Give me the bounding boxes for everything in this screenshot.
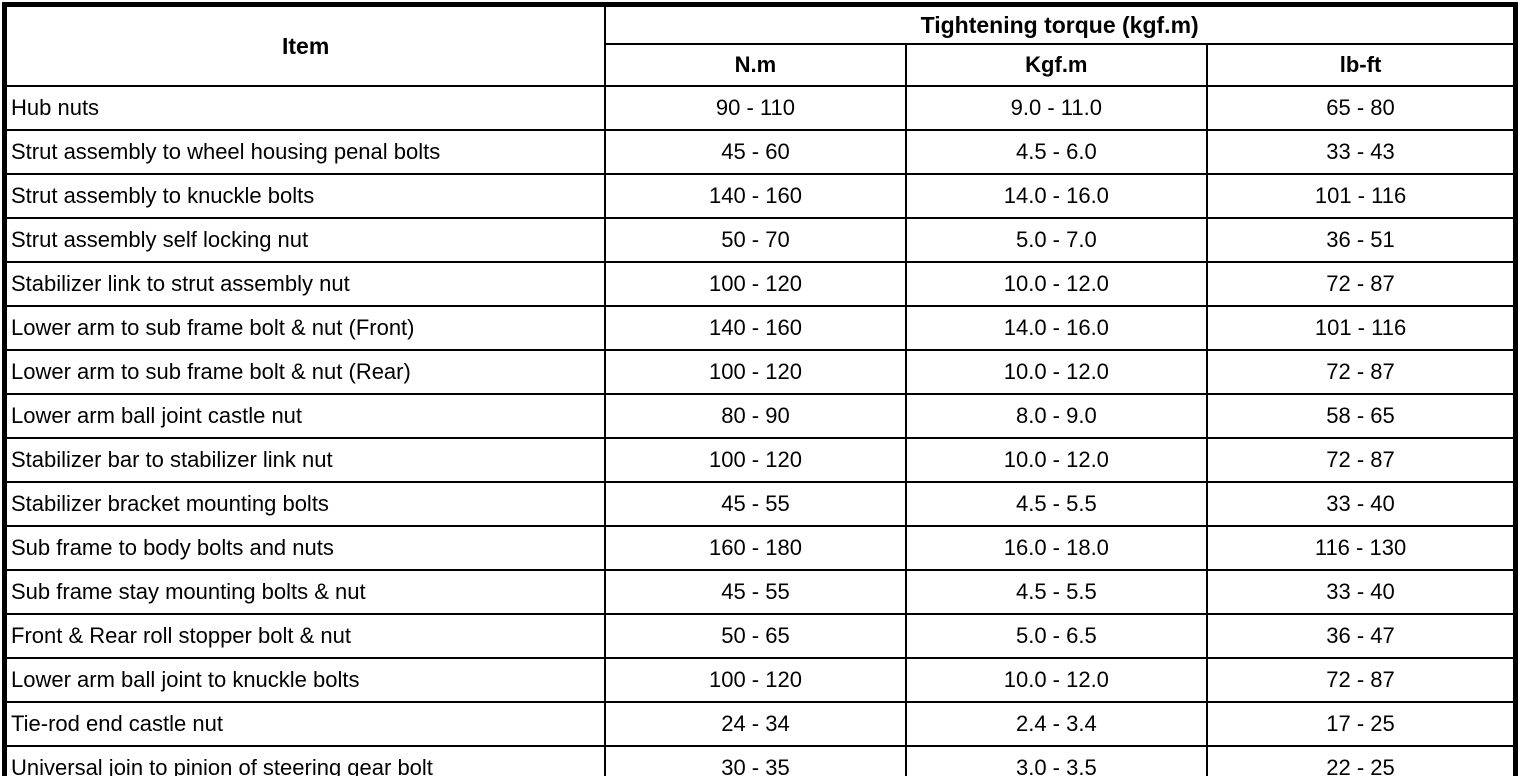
- table-row: Lower arm to sub frame bolt & nut (Front…: [3, 305, 1517, 351]
- nm-cell: 50 - 70: [604, 217, 907, 263]
- item-cell: Lower arm to sub frame bolt & nut (Front…: [3, 305, 607, 351]
- kgfm-cell: 9.0 - 11.0: [904, 85, 1209, 131]
- lbft-cell: 17 - 25: [1206, 701, 1517, 747]
- kgfm-cell: 5.0 - 7.0: [904, 217, 1209, 263]
- table-row: Lower arm to sub frame bolt & nut (Rear)…: [3, 349, 1517, 395]
- header-row-group: Item Tightening torque (kgf.m): [3, 3, 1517, 87]
- kgfm-cell: 4.5 - 5.5: [904, 569, 1209, 615]
- kgfm-cell: 14.0 - 16.0: [904, 173, 1209, 219]
- lbft-cell: 116 - 130: [1206, 525, 1517, 571]
- item-cell: Stabilizer bar to stabilizer link nut: [3, 437, 607, 483]
- kgfm-cell: 2.4 - 3.4: [904, 701, 1209, 747]
- nm-cell: 45 - 55: [604, 481, 907, 527]
- nm-cell: 160 - 180: [604, 525, 907, 571]
- item-cell: Stabilizer link to strut assembly nut: [3, 261, 607, 307]
- nm-cell: 30 - 35: [604, 745, 907, 776]
- lbft-cell: 72 - 87: [1206, 657, 1517, 703]
- lbft-cell: 101 - 116: [1206, 173, 1517, 219]
- item-cell: Lower arm ball joint castle nut: [3, 393, 607, 439]
- lbft-cell: 33 - 40: [1206, 481, 1517, 527]
- table-body: Hub nuts 90 - 110 9.0 - 11.0 65 - 80 Str…: [3, 85, 1517, 776]
- header-row-units: N.m Kgf.m lb-ft: [5, 43, 1517, 87]
- kgfm-cell: 4.5 - 5.5: [904, 481, 1209, 527]
- item-cell: Strut assembly self locking nut: [3, 217, 607, 263]
- lbft-cell: 36 - 51: [1206, 217, 1517, 263]
- item-cell: Sub frame stay mounting bolts & nut: [3, 569, 607, 615]
- table-row: Front & Rear roll stopper bolt & nut 50 …: [3, 613, 1517, 659]
- table-row: Sub frame stay mounting bolts & nut 45 -…: [3, 569, 1517, 615]
- kgfm-cell: 10.0 - 12.0: [904, 261, 1209, 307]
- item-column-header: Item: [3, 3, 607, 87]
- lbft-cell: 101 - 116: [1206, 305, 1517, 351]
- table-row: Lower arm ball joint castle nut 80 - 90 …: [3, 393, 1517, 439]
- table-row: Tie-rod end castle nut 24 - 34 2.4 - 3.4…: [3, 701, 1517, 747]
- nm-cell: 45 - 60: [604, 129, 907, 175]
- nm-cell: 50 - 65: [604, 613, 907, 659]
- item-cell: Sub frame to body bolts and nuts: [3, 525, 607, 571]
- table-row: Stabilizer link to strut assembly nut 10…: [3, 261, 1517, 307]
- kgfm-cell: 10.0 - 12.0: [904, 437, 1209, 483]
- lbft-cell: 58 - 65: [1206, 393, 1517, 439]
- item-cell: Strut assembly to knuckle bolts: [3, 173, 607, 219]
- table-row: Strut assembly self locking nut 50 - 70 …: [3, 217, 1517, 263]
- table-row: Stabilizer bracket mounting bolts 45 - 5…: [3, 481, 1517, 527]
- lbft-cell: 36 - 47: [1206, 613, 1517, 659]
- table-row: Strut assembly to wheel housing penal bo…: [3, 129, 1517, 175]
- nm-cell: 80 - 90: [604, 393, 907, 439]
- table-row: Hub nuts 90 - 110 9.0 - 11.0 65 - 80: [3, 85, 1517, 131]
- unit-header-nm: N.m: [604, 43, 907, 87]
- torque-group-header: Tightening torque (kgf.m): [604, 3, 1517, 45]
- lbft-cell: 72 - 87: [1206, 437, 1517, 483]
- lbft-cell: 65 - 80: [1206, 85, 1517, 131]
- nm-cell: 100 - 120: [604, 437, 907, 483]
- nm-cell: 45 - 55: [604, 569, 907, 615]
- nm-cell: 90 - 110: [604, 85, 907, 131]
- unit-header-lbft: lb-ft: [1206, 43, 1517, 87]
- lbft-cell: 72 - 87: [1206, 261, 1517, 307]
- item-cell: Hub nuts: [3, 85, 607, 131]
- kgfm-cell: 10.0 - 12.0: [904, 349, 1209, 395]
- nm-cell: 24 - 34: [604, 701, 907, 747]
- item-cell: Front & Rear roll stopper bolt & nut: [3, 613, 607, 659]
- nm-cell: 140 - 160: [604, 305, 907, 351]
- item-cell: Tie-rod end castle nut: [3, 701, 607, 747]
- item-cell: Universal join to pinion of steering gea…: [3, 745, 607, 776]
- kgfm-cell: 14.0 - 16.0: [904, 305, 1209, 351]
- table-row: Sub frame to body bolts and nuts 160 - 1…: [3, 525, 1517, 571]
- item-cell: Lower arm to sub frame bolt & nut (Rear): [3, 349, 607, 395]
- lbft-cell: 33 - 40: [1206, 569, 1517, 615]
- table-row: Strut assembly to knuckle bolts 140 - 16…: [3, 173, 1517, 219]
- nm-cell: 100 - 120: [604, 349, 907, 395]
- kgfm-cell: 4.5 - 6.0: [904, 129, 1209, 175]
- nm-cell: 140 - 160: [604, 173, 907, 219]
- lbft-cell: 33 - 43: [1206, 129, 1517, 175]
- kgfm-cell: 8.0 - 9.0: [904, 393, 1209, 439]
- item-cell: Stabilizer bracket mounting bolts: [3, 481, 607, 527]
- kgfm-cell: 10.0 - 12.0: [904, 657, 1209, 703]
- nm-cell: 100 - 120: [604, 657, 907, 703]
- kgfm-cell: 5.0 - 6.5: [904, 613, 1209, 659]
- kgfm-cell: 16.0 - 18.0: [904, 525, 1209, 571]
- nm-cell: 100 - 120: [604, 261, 907, 307]
- item-cell: Lower arm ball joint to knuckle bolts: [3, 657, 607, 703]
- lbft-cell: 72 - 87: [1206, 349, 1517, 395]
- lbft-cell: 22 - 25: [1206, 745, 1517, 776]
- table-row: Lower arm ball joint to knuckle bolts 10…: [3, 657, 1517, 703]
- item-cell: Strut assembly to wheel housing penal bo…: [3, 129, 607, 175]
- table-row: Universal join to pinion of steering gea…: [3, 745, 1517, 776]
- kgfm-cell: 3.0 - 3.5: [904, 745, 1209, 776]
- unit-header-kgfm: Kgf.m: [904, 43, 1209, 87]
- table-row: Stabilizer bar to stabilizer link nut 10…: [3, 437, 1517, 483]
